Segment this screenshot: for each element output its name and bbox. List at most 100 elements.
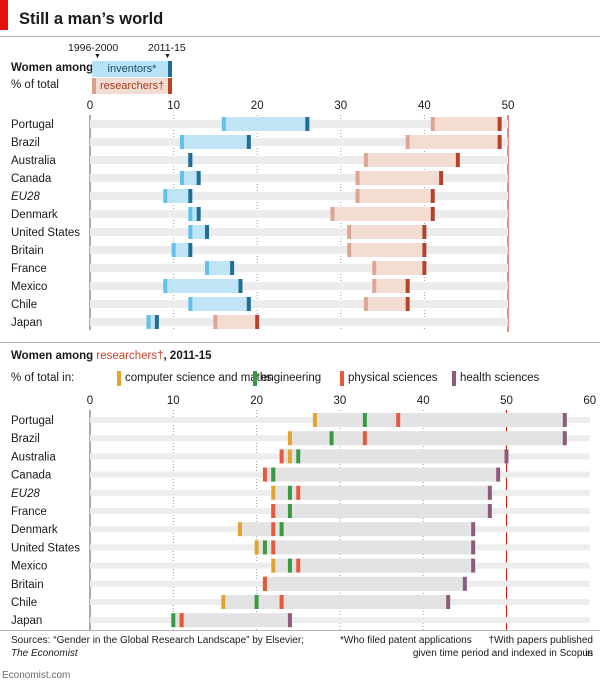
c1-category-britain: Britain xyxy=(11,245,44,257)
c1-researchers-bar-australia xyxy=(365,153,458,167)
footer-sources-line1: Sources: “Gender in the Global Research … xyxy=(11,635,304,646)
c2-category-japan: Japan xyxy=(11,615,42,627)
c2-range-bar-canada xyxy=(264,467,499,482)
legend2-heading: Women among researchers†, 2011-15 xyxy=(11,350,212,362)
c1-category-brazil: Brazil xyxy=(11,137,40,149)
legend-health-swatch xyxy=(452,371,456,386)
c1-inventors-bar-japan xyxy=(148,315,158,329)
c2-health-mark-mexico xyxy=(471,558,476,573)
c2-range-bar-australia xyxy=(281,449,507,464)
legend-researchers: researchers† xyxy=(92,78,172,94)
c2-csmath-mark-chile xyxy=(221,595,226,609)
c1-inventors-bar-chile xyxy=(190,297,250,311)
c2-category-australia: Australia xyxy=(11,451,56,463)
c2-engineering-mark-mexico xyxy=(287,558,292,573)
c1-researchers-1996-mark-brazil xyxy=(405,135,410,149)
c2-category-chile: Chile xyxy=(11,597,37,609)
c1-category-denmark: Denmark xyxy=(11,209,58,221)
c1-track-france xyxy=(90,264,508,272)
legend-csmath-swatch xyxy=(117,371,121,386)
c2-health-mark-brazil xyxy=(562,431,567,446)
c2-csmath-mark-eu28 xyxy=(271,485,276,500)
c1-researchers-1996-mark-united-states xyxy=(347,225,352,239)
footer-note-researchers-line1: †With papers published in xyxy=(488,635,593,659)
c1-inventors-bar-portugal xyxy=(223,117,308,131)
c1-inventors-bar-denmark xyxy=(190,207,200,221)
legend-marker-2011-icon: ▼ xyxy=(164,53,171,60)
c1-inventors-1996-mark-japan xyxy=(146,315,151,329)
c1-category-mexico: Mexico xyxy=(11,281,47,293)
c1-researchers-bar-mexico xyxy=(374,279,408,293)
c2-health-mark-canada xyxy=(496,467,501,482)
c2-health-mark-france xyxy=(487,504,492,518)
c2-physical-mark-japan xyxy=(179,613,184,628)
c2-physical-mark-mexico xyxy=(296,558,301,573)
legend-marker-1996-icon: ▼ xyxy=(94,53,101,60)
c2-range-bar-brazil xyxy=(289,431,565,446)
c1-researchers-2011-mark-united-states xyxy=(422,225,427,239)
c2-tick-label-30: 30 xyxy=(334,395,347,407)
c1-researchers-bar-portugal xyxy=(432,117,500,131)
c1-category-portugal: Portugal xyxy=(11,119,54,131)
c2-health-mark-united-states xyxy=(471,540,476,555)
c2-health-mark-eu28 xyxy=(487,485,492,500)
c2-tick-label-20: 20 xyxy=(250,395,263,407)
c2-engineering-mark-japan xyxy=(171,613,176,628)
c1-researchers-1996-mark-france xyxy=(372,261,377,275)
c1-researchers-1996-mark-chile xyxy=(363,297,368,311)
legend-csmath: computer science and maths xyxy=(125,372,273,384)
c1-researchers-bar-united-states xyxy=(349,225,425,239)
c1-inventors-2011-mark-eu28 xyxy=(188,189,193,203)
c2-range-bar-united-states xyxy=(256,540,474,555)
c2-range-bar-eu28 xyxy=(273,485,490,500)
legend2-heading-prefix: Women among xyxy=(11,350,97,362)
c1-researchers-2011-mark-australia xyxy=(455,153,460,167)
c2-category-eu28: EU28 xyxy=(11,488,40,500)
c1-inventors-1996-mark-portugal xyxy=(221,117,226,131)
footer-note-inventors: *Who filed patent applications xyxy=(340,635,472,646)
c1-researchers-1996-mark-portugal xyxy=(430,117,435,131)
c1-researchers-bar-france xyxy=(374,261,425,275)
c1-researchers-1996-mark-mexico xyxy=(372,279,377,293)
footer-credit: Economist.com xyxy=(2,670,71,681)
legend2-heading-suffix: , 2011-15 xyxy=(163,350,212,362)
c1-inventors-1996-mark-denmark xyxy=(188,207,193,221)
c1-track-australia xyxy=(90,156,508,164)
c2-physical-mark-portugal xyxy=(396,413,401,427)
legend-physical: physical sciences xyxy=(348,372,438,384)
c1-inventors-bar-britain xyxy=(173,243,191,257)
c1-track-brazil xyxy=(90,138,508,146)
c1-category-united-states: United States xyxy=(11,227,80,239)
c1-inventors-bar-brazil xyxy=(181,135,250,149)
c1-researchers-bar-eu28 xyxy=(357,189,433,203)
c1-inventors-2011-mark-denmark xyxy=(196,207,201,221)
c2-physical-mark-united-states xyxy=(271,540,276,555)
c1-researchers-1996-mark-eu28 xyxy=(355,189,360,203)
c2-category-united-states: United States xyxy=(11,542,80,554)
c2-engineering-mark-united-states xyxy=(262,540,267,555)
c2-engineering-mark-canada xyxy=(271,467,276,482)
c2-engineering-mark-brazil xyxy=(329,431,334,446)
c2-csmath-mark-united-states xyxy=(254,540,259,555)
c2-track-japan xyxy=(90,617,590,624)
footer-note-researchers: †With papers published in xyxy=(483,634,593,660)
c2-tick-label-50: 50 xyxy=(500,395,513,407)
legend-physical-swatch xyxy=(340,371,344,386)
c1-track-britain xyxy=(90,246,508,254)
c1-tick-label-10: 10 xyxy=(167,100,180,112)
c2-tick-label-40: 40 xyxy=(417,395,430,407)
c2-engineering-mark-denmark xyxy=(279,522,284,537)
c2-category-denmark: Denmark xyxy=(11,524,58,536)
c2-tick-label-60: 60 xyxy=(583,395,596,407)
c1-researchers-bar-canada xyxy=(357,171,442,185)
c1-tick-label-0: 0 xyxy=(87,100,93,112)
c1-researchers-1996-mark-denmark xyxy=(330,207,335,221)
c1-inventors-2011-mark-australia xyxy=(188,153,193,167)
c1-inventors-1996-mark-canada xyxy=(179,171,184,185)
footer-note-researchers-line2: given time period and indexed in Scopus xyxy=(412,648,593,659)
c1-researchers-2011-mark-denmark xyxy=(430,207,435,221)
c2-physical-mark-canada xyxy=(262,467,267,482)
c1-category-france: France xyxy=(11,263,47,275)
c1-inventors-2011-mark-japan xyxy=(154,315,159,329)
legend-period-1: 1996-2000 xyxy=(68,42,119,54)
